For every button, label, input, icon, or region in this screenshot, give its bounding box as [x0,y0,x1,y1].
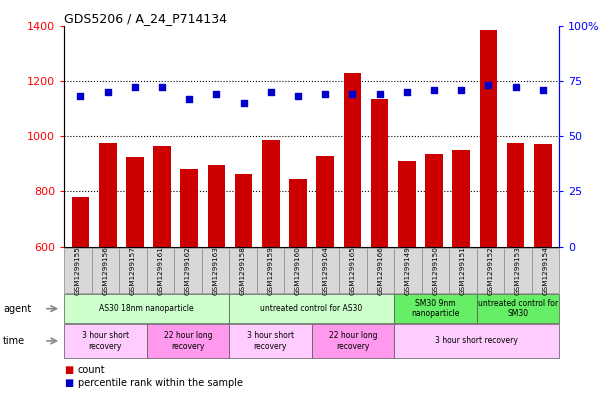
Text: GSM1299159: GSM1299159 [268,246,273,295]
Bar [507,143,524,247]
Point [375,91,384,97]
Bar [126,157,144,247]
Bar [99,143,117,247]
Text: SM30 9nm
nanoparticle: SM30 9nm nanoparticle [411,299,459,318]
Point [429,86,439,93]
Point [293,93,303,99]
Bar [235,174,252,247]
Point [239,100,249,106]
Text: GSM1299157: GSM1299157 [130,246,136,295]
Point [348,91,357,97]
Text: GSM1299152: GSM1299152 [488,246,493,295]
Point [185,95,194,102]
Bar [289,179,307,247]
Point [402,89,412,95]
Bar [425,154,443,247]
Bar [153,146,171,247]
Text: 3 hour short
recovery: 3 hour short recovery [247,331,294,351]
Bar [343,73,361,247]
Text: untreated control for AS30: untreated control for AS30 [260,304,363,313]
Text: 22 hour long
recovery: 22 hour long recovery [164,331,212,351]
Text: time: time [3,336,25,346]
Bar [452,150,470,247]
Point [483,82,493,88]
Bar [71,197,89,247]
Text: AS30 18nm nanoparticle: AS30 18nm nanoparticle [100,304,194,313]
Bar [371,99,389,247]
Text: GSM1299163: GSM1299163 [213,246,218,295]
Text: GSM1299161: GSM1299161 [158,246,163,295]
Point [456,86,466,93]
Text: GSM1299165: GSM1299165 [350,246,356,295]
Text: ■: ■ [64,378,73,388]
Text: GSM1299151: GSM1299151 [460,246,466,295]
Point [157,84,167,91]
Text: count: count [78,365,105,375]
Point [511,84,521,91]
Bar [480,30,497,247]
Text: ■: ■ [64,365,73,375]
Text: GSM1299164: GSM1299164 [323,246,328,295]
Text: GSM1299155: GSM1299155 [75,246,81,295]
Text: GSM1299154: GSM1299154 [543,246,548,295]
Text: GSM1299153: GSM1299153 [515,246,521,295]
Text: GDS5206 / A_24_P714134: GDS5206 / A_24_P714134 [64,12,227,25]
Bar [534,145,552,247]
Text: GSM1299160: GSM1299160 [295,246,301,295]
Bar [208,165,225,247]
Bar [262,140,280,247]
Point [320,91,330,97]
Point [76,93,86,99]
Text: 3 hour short recovery: 3 hour short recovery [435,336,518,345]
Text: untreated control for
SM30: untreated control for SM30 [478,299,558,318]
Point [538,86,547,93]
Point [211,91,221,97]
Text: agent: agent [3,304,31,314]
Point [130,84,140,91]
Point [103,89,112,95]
Text: GSM1299166: GSM1299166 [378,246,383,295]
Text: percentile rank within the sample: percentile rank within the sample [78,378,243,388]
Text: GSM1299150: GSM1299150 [433,246,438,295]
Text: GSM1299149: GSM1299149 [405,246,411,295]
Text: GSM1299156: GSM1299156 [103,246,108,295]
Bar [180,169,198,247]
Text: GSM1299158: GSM1299158 [240,246,246,295]
Point [266,89,276,95]
Text: GSM1299162: GSM1299162 [185,246,191,295]
Text: 22 hour long
recovery: 22 hour long recovery [329,331,377,351]
Bar [398,161,415,247]
Bar [316,156,334,247]
Text: 3 hour short
recovery: 3 hour short recovery [82,331,129,351]
